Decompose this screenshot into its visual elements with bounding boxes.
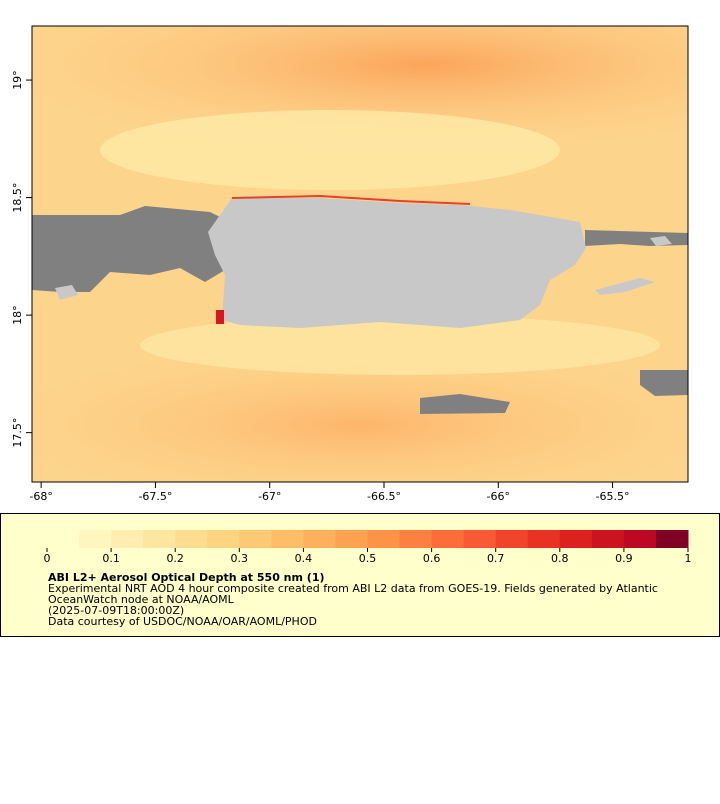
colorbar-cell xyxy=(143,530,176,548)
description-line: Experimental NRT AOD 4 hour composite cr… xyxy=(48,582,658,595)
colorbar-cell xyxy=(47,530,80,548)
description-line: Data courtesy of USDOC/NOAA/OAR/AOML/PHO… xyxy=(48,615,317,628)
y-tick-label: 18° xyxy=(11,305,24,325)
colorbar-cell xyxy=(79,530,112,548)
description: Experimental NRT AOD 4 hour composite cr… xyxy=(48,582,658,628)
colorbar-cell xyxy=(655,530,689,548)
colorbar-tick-label: 1 xyxy=(685,552,692,565)
colorbar-cell xyxy=(111,530,144,548)
colorbar-cell xyxy=(463,530,497,548)
colorbar-tick-label: 0.1 xyxy=(102,552,120,565)
colorbar-tick-label: 0.3 xyxy=(231,552,249,565)
y-tick-label: 18.5° xyxy=(11,183,24,213)
colorbar-tick-label: 0.2 xyxy=(166,552,184,565)
colorbar-cell xyxy=(175,530,208,548)
description-line: OceanWatch node at NOAA/AOML xyxy=(48,593,235,606)
colorbar-tick-label: 0.9 xyxy=(615,552,633,565)
colorbar-tick-label: 0.5 xyxy=(359,552,377,565)
colorbar-cell xyxy=(239,530,272,548)
colorbar-cell xyxy=(335,530,368,548)
colorbar-cell xyxy=(559,530,593,548)
colorbar-tick-label: 0.6 xyxy=(423,552,441,565)
description-line: (2025-07-09T18:00:00Z) xyxy=(48,604,184,617)
colorbar-tick-label: 0.7 xyxy=(487,552,505,565)
x-tick-label: -65.5° xyxy=(596,490,630,503)
colorbar-cell xyxy=(623,530,657,548)
colorbar-cell xyxy=(399,530,433,548)
colorbar-cell xyxy=(367,530,401,548)
colorbar-cell xyxy=(591,530,625,548)
x-tick-label: -66° xyxy=(487,490,510,503)
x-tick-label: -66.5° xyxy=(367,490,401,503)
colorbar-cell xyxy=(527,530,561,548)
colorbar-cell xyxy=(271,530,304,548)
colorbar-cell xyxy=(207,530,240,548)
colorbar-tick-label: 0.8 xyxy=(551,552,569,565)
x-tick-label: -67° xyxy=(258,490,281,503)
colorbar-cell xyxy=(431,530,465,548)
colorbar: 0 0.1 0.2 0.3 0.4 0.5 0.6 0.7 0.8 0.9 1 xyxy=(44,530,692,565)
x-tick-label: -68° xyxy=(29,490,52,503)
colorbar-cell xyxy=(303,530,336,548)
colorbar-title: ABI L2+ Aerosol Optical Depth at 550 nm … xyxy=(48,571,325,584)
y-tick-label: 17.5° xyxy=(11,418,24,448)
map-frame xyxy=(31,25,689,483)
colorbar-cell xyxy=(495,530,529,548)
colorbar-tick-label: 0.4 xyxy=(295,552,313,565)
colorbar-tick-label: 0 xyxy=(44,552,51,565)
y-tick-label: 19° xyxy=(11,70,24,90)
map-raster xyxy=(32,26,688,482)
x-tick-label: -67.5° xyxy=(138,490,172,503)
axes: -68° -67.5° -67° -66.5° -66° -65.5° 17.5° 18° 18… xyxy=(11,70,630,503)
